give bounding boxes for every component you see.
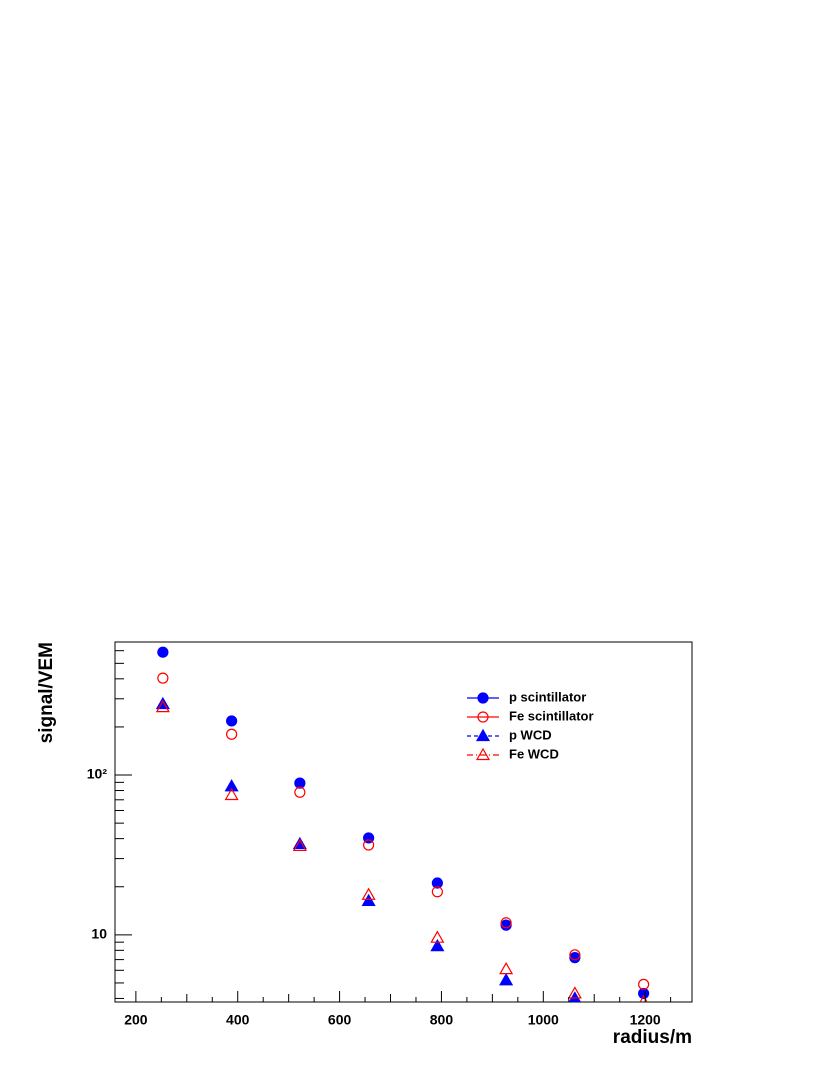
data-point	[431, 877, 443, 889]
y-axis-label: signal/VEM	[36, 642, 57, 743]
data-point	[224, 779, 239, 792]
data-point	[569, 952, 581, 964]
data-point	[567, 986, 582, 999]
data-point	[430, 938, 445, 952]
data-point	[224, 787, 239, 801]
data-layer	[155, 646, 650, 1002]
data-point	[155, 699, 170, 713]
data-point	[363, 839, 375, 851]
data-point	[292, 838, 307, 852]
data-point	[294, 777, 306, 789]
data-point	[431, 886, 443, 898]
data-point	[226, 728, 238, 740]
x-tick-label: 1200	[630, 1012, 661, 1028]
data-point	[157, 672, 169, 684]
data-point	[157, 646, 169, 658]
data-point	[500, 919, 512, 931]
data-point	[226, 715, 238, 727]
y-tick-label: 10²	[87, 766, 108, 782]
data-point	[569, 949, 581, 961]
data-point	[361, 893, 376, 907]
data-point	[638, 978, 650, 990]
y-tick-label: 10	[91, 926, 107, 942]
data-point	[430, 930, 445, 943]
data-point	[499, 973, 514, 986]
legend-label: p WCD	[509, 727, 552, 742]
legend-label: p scintillator	[509, 689, 586, 704]
x-tick-label: 600	[328, 1012, 352, 1028]
legend-marker	[475, 747, 491, 761]
legend-marker	[477, 711, 489, 723]
x-tick-label: 800	[430, 1012, 454, 1028]
legend-label: Fe WCD	[509, 746, 559, 761]
data-point	[500, 917, 512, 929]
data-point	[639, 994, 648, 1002]
data-point	[361, 887, 376, 900]
x-tick-label: 200	[124, 1012, 148, 1028]
legend-marker	[475, 728, 491, 742]
data-point	[155, 696, 170, 710]
legend-label: Fe scintillator	[509, 708, 594, 723]
data-point	[638, 987, 650, 1000]
x-tick-label: 400	[226, 1012, 250, 1028]
x-tick-label: 1000	[528, 1012, 559, 1028]
plot-frame	[114, 641, 693, 1003]
data-point	[499, 961, 514, 975]
legend-marker	[477, 692, 489, 704]
x-axis-label: radius/m	[613, 1027, 692, 1048]
data-point	[294, 786, 306, 798]
